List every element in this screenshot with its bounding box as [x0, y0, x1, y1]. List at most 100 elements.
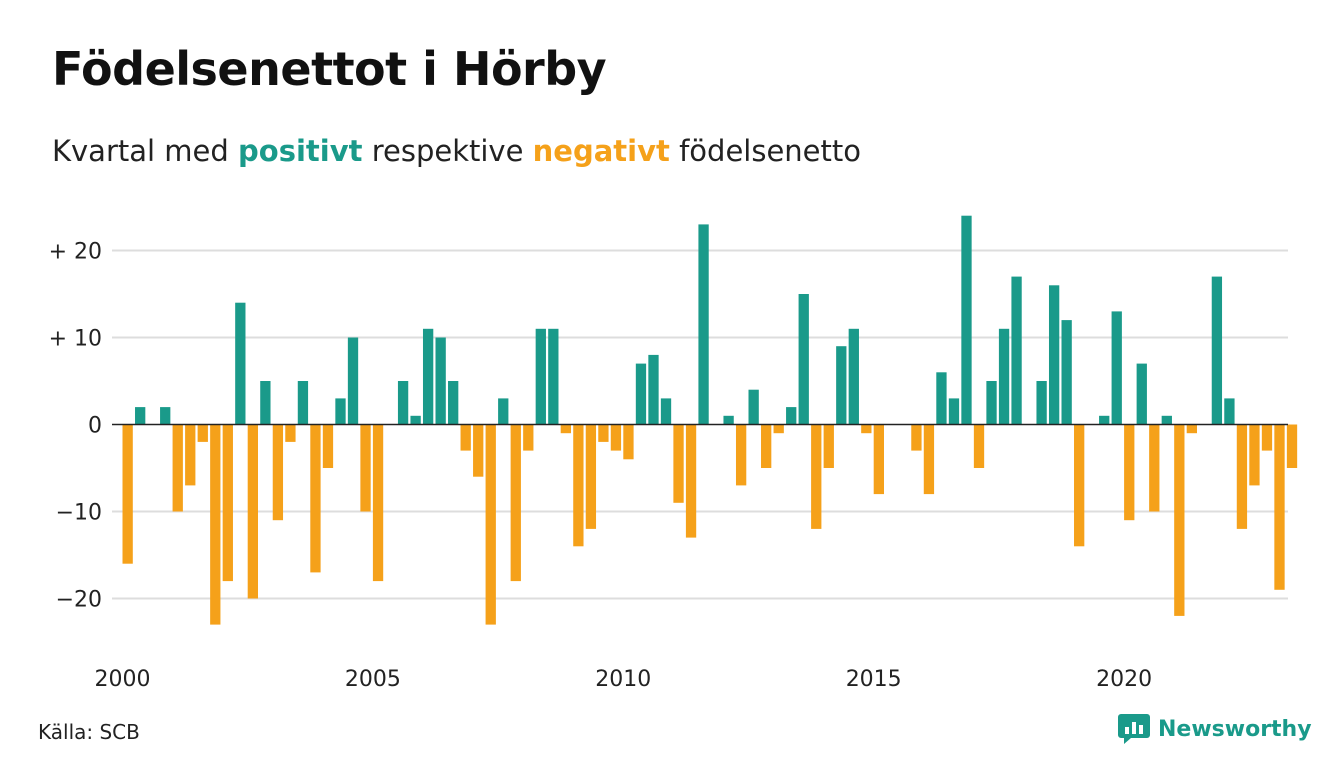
subtitle: Kvartal med positivt respektive negativt…: [52, 134, 861, 168]
bar-positive: [1036, 381, 1047, 425]
bar-negative: [560, 424, 571, 434]
bar-negative: [585, 424, 597, 529]
bar-negative: [1274, 424, 1285, 590]
bar-negative: [510, 424, 521, 582]
bar-negative: [222, 424, 233, 582]
bar-chart: + 20 + 10 0 −10 −20 2000 2005 2010 2015 2020: [49, 215, 1298, 692]
x-tick-label: 2000: [95, 667, 151, 692]
bar-positive: [635, 363, 647, 425]
bar-negative: [272, 424, 284, 521]
bar-negative: [122, 424, 133, 564]
bar-positive: [648, 354, 659, 425]
bar-negative: [310, 424, 321, 573]
y-tick-label: −20: [56, 588, 102, 613]
newsworthy-logo-icon: [1118, 714, 1150, 744]
bar-negative: [673, 424, 684, 503]
bar-negative: [1174, 424, 1185, 616]
bar-positive: [160, 407, 171, 425]
bar-negative: [923, 424, 935, 495]
bar-negative: [873, 424, 884, 495]
bar-positive: [260, 381, 271, 425]
bar-negative: [523, 424, 534, 451]
bar-negative: [761, 424, 772, 468]
y-tick-label: + 10: [49, 327, 102, 352]
bar-negative: [911, 424, 922, 451]
bar-positive: [948, 398, 960, 425]
bar-positive: [723, 415, 734, 425]
brand-name: Newsworthy: [1158, 716, 1312, 742]
page-title: Födelsenettot i Hörby: [52, 42, 607, 96]
bar-positive: [1111, 311, 1122, 425]
bar-positive: [1161, 415, 1172, 425]
bar-negative: [197, 424, 208, 442]
bar-positive: [1211, 276, 1223, 425]
y-tick-label: 0: [88, 414, 102, 439]
x-tick-label: 2005: [345, 667, 401, 692]
bar-positive: [1048, 285, 1060, 425]
bar-negative: [372, 424, 384, 582]
bar-positive: [798, 294, 809, 425]
bar-negative: [185, 424, 196, 486]
bars: [122, 215, 1298, 625]
y-tick-label: + 20: [49, 240, 102, 265]
bar-positive: [535, 328, 546, 425]
bar-negative: [1236, 424, 1248, 529]
bar-positive: [698, 224, 709, 425]
bar-positive: [548, 328, 559, 425]
bar-positive: [435, 337, 446, 425]
bar-positive: [1136, 363, 1147, 425]
x-tick-label: 2015: [846, 667, 902, 692]
x-tick-label: 2010: [595, 667, 651, 692]
bar-positive: [397, 381, 409, 425]
bar-positive: [786, 407, 797, 425]
bar-positive: [422, 328, 434, 425]
bar-negative: [685, 424, 697, 538]
bar-negative: [172, 424, 183, 512]
bar-negative: [1286, 424, 1298, 468]
bar-negative: [485, 424, 496, 625]
bar-positive: [936, 372, 947, 425]
bar-positive: [235, 302, 246, 425]
bar-negative: [360, 424, 371, 512]
x-tick-label: 2020: [1096, 667, 1152, 692]
bar-positive: [848, 328, 859, 425]
bar-negative: [1124, 424, 1135, 521]
bar-negative: [623, 424, 634, 460]
bar-negative: [1186, 424, 1197, 434]
subtitle-post: födelsenetto: [679, 134, 861, 168]
bar-negative: [735, 424, 747, 486]
bar-positive: [1011, 276, 1022, 425]
bar-negative: [460, 424, 471, 451]
bar-positive: [1224, 398, 1235, 425]
bar-negative: [1249, 424, 1260, 486]
bar-negative: [773, 424, 784, 434]
bar-negative: [610, 424, 622, 451]
bar-positive: [335, 398, 346, 425]
bar-positive: [836, 346, 847, 425]
bar-negative: [285, 424, 296, 442]
bar-negative: [1261, 424, 1273, 451]
subtitle-positive-keyword: positivt: [238, 134, 363, 168]
bar-positive: [498, 398, 509, 425]
bar-positive: [1061, 320, 1072, 425]
subtitle-negative-keyword: negativt: [532, 134, 670, 168]
source-note: Källa: SCB: [38, 720, 140, 744]
brand: Newsworthy: [1118, 714, 1312, 744]
bar-negative: [811, 424, 822, 529]
bar-positive: [297, 381, 309, 425]
bar-positive: [986, 381, 997, 425]
bar-positive: [448, 381, 459, 425]
bar-positive: [410, 415, 421, 425]
y-axis-ticks: + 20 + 10 0 −10 −20: [49, 240, 102, 613]
bar-negative: [861, 424, 872, 434]
y-tick-label: −10: [56, 501, 102, 526]
bar-negative: [322, 424, 334, 468]
bar-negative: [823, 424, 834, 468]
bar-negative: [247, 424, 258, 599]
bar-positive: [660, 398, 672, 425]
bar-positive: [961, 215, 972, 425]
bar-positive: [135, 407, 146, 425]
bar-negative: [473, 424, 484, 477]
bar-positive: [1099, 415, 1110, 425]
bar-positive: [347, 337, 359, 425]
